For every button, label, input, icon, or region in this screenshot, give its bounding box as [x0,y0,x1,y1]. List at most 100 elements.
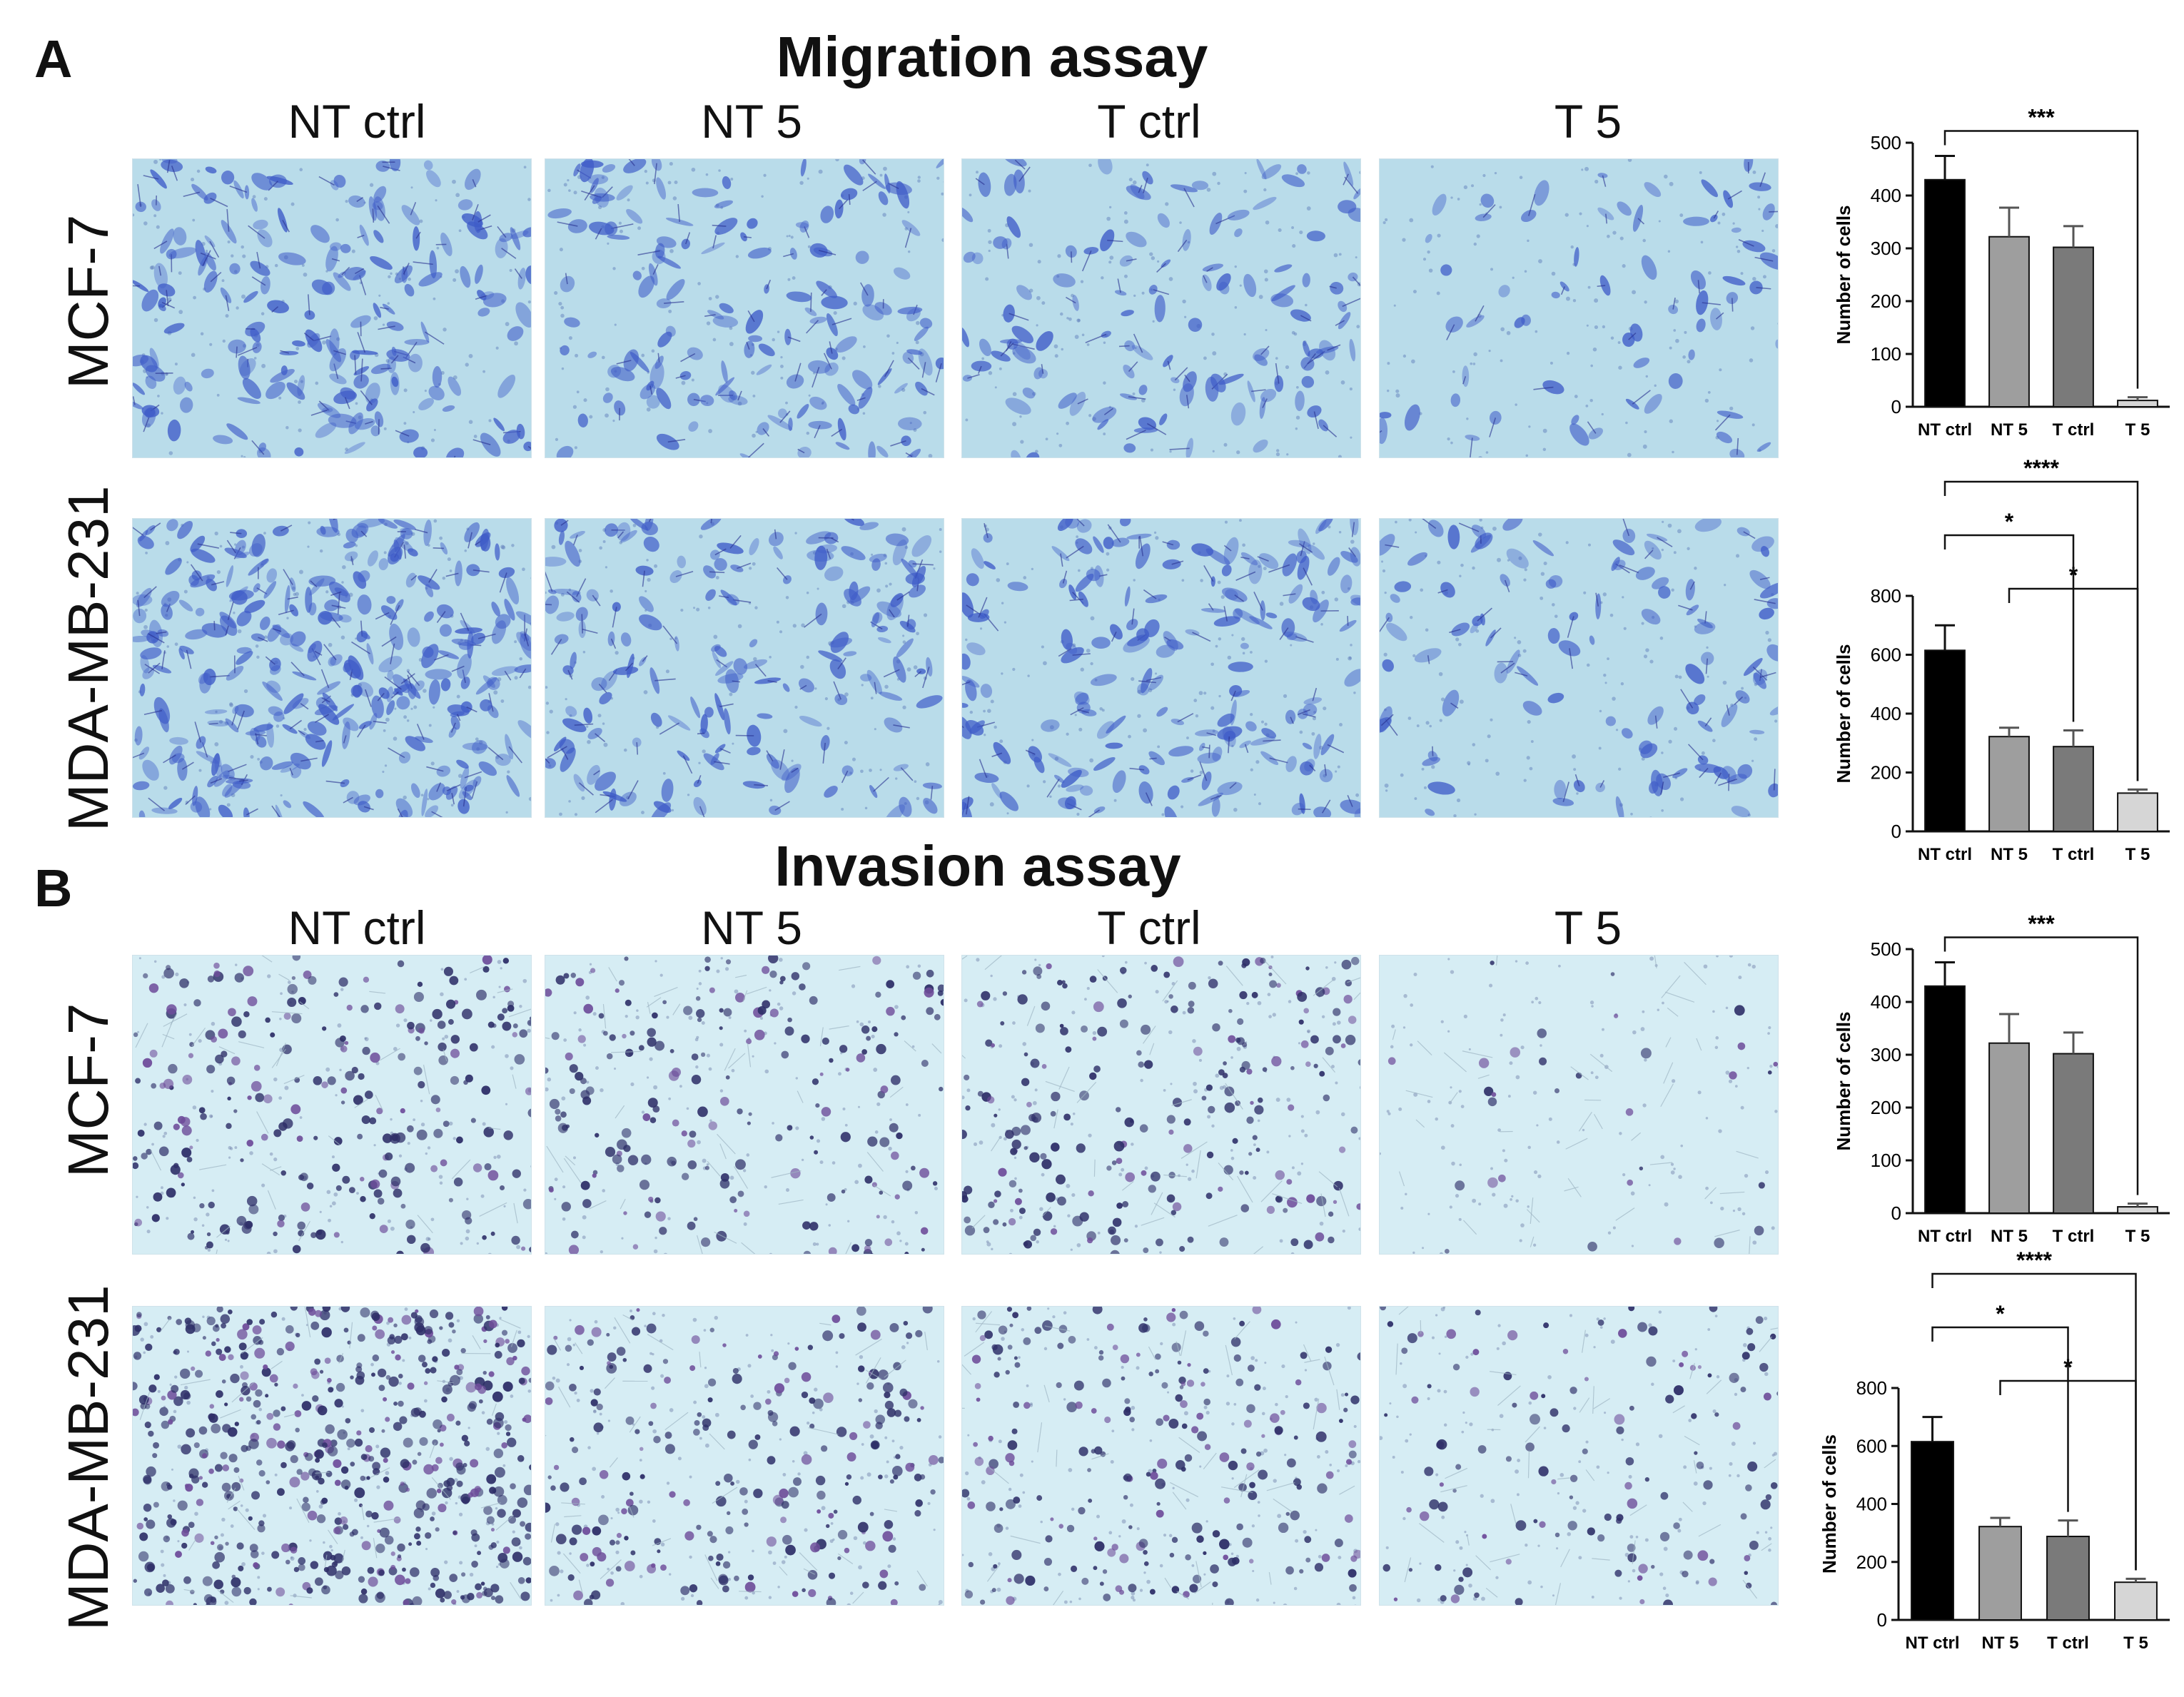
bar-nt-5 [1978,1526,2022,1621]
micrograph-migration-mda-t-5 [1379,518,1779,818]
column-label-nt-5-b: NT 5 [701,901,802,954]
significance-bracket [1931,1272,2137,1571]
y-tick-label: 400 [1871,991,1901,1013]
column-label-t-5: T 5 [1554,95,1622,148]
micrograph-invasion-mda-nt-ctrl [132,1306,532,1606]
significance-bracket [1943,534,2075,722]
significance-label: * [1996,1301,2005,1327]
column-label-nt-ctrl-b: NT ctrl [288,901,426,954]
y-tick-label: 400 [1871,703,1901,724]
x-tick-label: NT 5 [1991,845,2028,864]
bar-t-ctrl [2046,1536,2090,1621]
significance-bracket [1943,936,2139,1195]
x-tick-label: T ctrl [2053,420,2095,440]
bar-t-5 [2117,400,2158,407]
panel-letter-a: A [34,29,73,88]
significance-label: *** [2028,911,2055,937]
micrograph-invasion-mda-nt-5 [545,1306,944,1606]
bar-nt-ctrl [1924,985,1966,1215]
significance-label: **** [2023,455,2059,481]
x-tick-label: NT ctrl [1918,420,1972,440]
x-tick-label: NT 5 [1981,1633,2018,1653]
micrograph-migration-mda-nt-ctrl [132,518,532,818]
y-axis-label: Number of cells [1833,644,1854,783]
significance-label: *** [2028,105,2055,131]
bar-chart-migration-mcf7: 0 100 200 300 400 500 Number of cells NT ctrl NT… [1827,100,2184,457]
significance-label: * [2005,509,2014,535]
row-label-mda-mb-231-b: MDA-MB-231 [56,1285,120,1631]
column-label-nt-5: NT 5 [701,95,802,148]
bar-t-5 [2117,792,2158,832]
column-label-t-ctrl: T ctrl [1097,95,1201,148]
y-tick-label: 300 [1871,238,1901,259]
column-label-t-5-b: T 5 [1554,901,1622,954]
x-tick-label: NT ctrl [1905,1633,1959,1653]
y-tick-label: 200 [1871,762,1901,784]
x-tick-label: NT ctrl [1918,1227,1972,1246]
bar-t-5 [2114,1581,2158,1621]
x-tick-label: T 5 [2123,1633,2148,1653]
row-label-mcf7-b: MCF-7 [56,1003,120,1177]
y-tick-label: 400 [1856,1494,1887,1515]
bar-nt-5 [1988,1042,2030,1214]
y-tick-label: 500 [1871,938,1901,960]
panel-letter-b: B [34,858,73,918]
micrograph-invasion-mcf7-t-ctrl [961,955,1361,1255]
y-tick-label: 0 [1877,1609,1887,1631]
bar-chart-invasion-mda: 0 200 400 600 800 Number of cells NT ctrl NT 5 T… [1813,1242,2184,1670]
y-tick-label: 600 [1856,1435,1887,1457]
y-tick-label: 200 [1871,1097,1901,1118]
bar-t-ctrl [2053,246,2094,407]
micrograph-invasion-mcf7-nt-5 [545,955,944,1255]
micrograph-migration-mcf7-nt-ctrl [132,158,532,458]
bar-t-ctrl [2053,1053,2094,1214]
x-tick-label: T ctrl [2053,845,2095,864]
bar-t-ctrl [2053,746,2094,833]
significance-label: **** [2016,1247,2052,1273]
micrograph-invasion-mda-t-ctrl [961,1306,1361,1606]
y-tick-label: 400 [1871,185,1901,206]
micrograph-invasion-mcf7-t-5 [1379,955,1779,1255]
y-tick-label: 200 [1856,1551,1887,1573]
significance-bracket [1943,480,2139,781]
bar-nt-5 [1988,736,2030,832]
y-tick-label: 100 [1871,343,1901,365]
y-tick-label: 500 [1871,132,1901,153]
x-tick-label: T 5 [2125,1227,2150,1246]
y-axis-label: Number of cells [1819,1434,1840,1574]
bar-nt-ctrl [1924,178,1966,408]
y-tick-label: 0 [1891,1202,1901,1224]
x-tick-label: T ctrl [2047,1633,2089,1653]
y-axis-label: Number of cells [1833,1011,1854,1150]
bar-nt-ctrl [1911,1441,1954,1621]
bar-chart-invasion-mcf7: 0 100 200 300 400 500 Number of cells NT ctrl NT… [1827,906,2184,1263]
row-label-mcf7: MCF-7 [56,214,120,389]
y-tick-label: 800 [1856,1377,1887,1399]
bar-chart-migration-mda: 0 200 400 600 800 Number of cells NT ctrl NT 5 T… [1827,453,2184,881]
x-tick-label: NT 5 [1991,1227,2028,1246]
y-tick-label: 0 [1891,396,1901,417]
y-tick-label: 800 [1871,585,1901,607]
x-tick-label: T 5 [2125,845,2150,864]
panel-title-migration: Migration assay [776,25,1208,88]
x-tick-label: NT ctrl [1918,845,1972,864]
column-label-nt-ctrl: NT ctrl [288,95,426,148]
x-tick-label: T 5 [2125,420,2150,440]
bar-nt-ctrl [1924,649,1966,832]
micrograph-invasion-mda-t-5 [1379,1306,1779,1606]
y-tick-label: 200 [1871,290,1901,312]
significance-bracket [1931,1326,2069,1512]
significance-bracket [1943,130,2139,389]
micrograph-invasion-mcf7-nt-ctrl [132,955,532,1255]
bar-t-5 [2117,1206,2158,1214]
micrograph-migration-mda-nt-5 [545,518,944,818]
row-label-mda-mb-231: MDA-MB-231 [56,485,120,831]
micrograph-migration-mda-t-ctrl [961,518,1361,818]
micrograph-migration-mcf7-t-5 [1379,158,1779,458]
micrograph-migration-mcf7-nt-5 [545,158,944,458]
y-tick-label: 300 [1871,1044,1901,1065]
y-tick-label: 100 [1871,1150,1901,1171]
column-label-t-ctrl-b: T ctrl [1097,901,1201,954]
panel-title-invasion: Invasion assay [774,834,1181,898]
x-tick-label: NT 5 [1991,420,2028,440]
